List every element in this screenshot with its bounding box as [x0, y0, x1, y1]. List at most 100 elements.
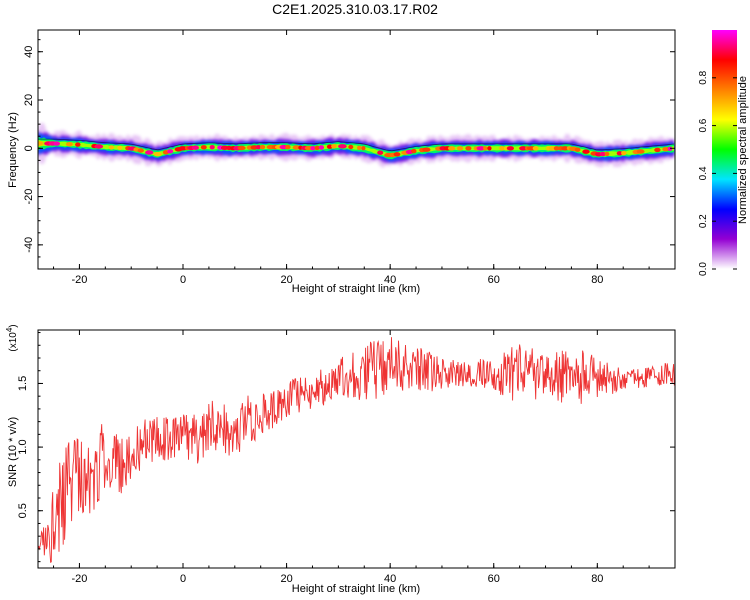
- ridge-peak: [167, 149, 174, 154]
- ridge-peak: [53, 141, 60, 146]
- x-tick-label: 20: [280, 274, 292, 286]
- ridge-peak: [310, 146, 316, 151]
- y-multiplier-close: ): [8, 324, 19, 327]
- ridge-peak: [465, 146, 472, 151]
- x-tick-label: 80: [591, 274, 603, 286]
- ridge-peak: [662, 147, 670, 152]
- ridge-peak: [326, 144, 333, 149]
- snr-x-axis: -20 0 20 40 60 80: [53, 330, 676, 585]
- ridge-peak: [357, 145, 362, 150]
- spectrogram-x-axis: -20 0 20 40 60 80: [53, 30, 676, 286]
- ridge-peak: [582, 149, 590, 154]
- snr-y-label: SNR (10 * v/v): [7, 417, 19, 487]
- ridge-peak: [667, 146, 673, 151]
- ridge-peak: [574, 147, 581, 152]
- ridge-peak: [636, 149, 645, 154]
- ridge-peak: [318, 145, 325, 150]
- ridge-peak: [209, 145, 215, 150]
- ridge-peak: [94, 144, 104, 149]
- snr-panel: -20 0 20 40 60 80 0.5 1.0 1.5 Height of straigh…: [5, 324, 676, 595]
- ridge-peak: [145, 150, 154, 155]
- x-tick-label: 0: [180, 573, 186, 585]
- y-tick-label: 40: [23, 46, 35, 58]
- ridge-peak: [191, 145, 199, 150]
- y-tick-label: 1.5: [17, 376, 29, 391]
- colorbar-tick-label: 0.2: [698, 214, 709, 228]
- ridge-peak: [456, 146, 464, 151]
- ridge-peak: [604, 151, 610, 157]
- ridge-peak: [200, 145, 207, 150]
- x-tick-label: 60: [488, 274, 500, 286]
- ridge-peak: [137, 148, 144, 153]
- ridge-band: [38, 139, 674, 158]
- snr-y-multiplier: (x104): [5, 324, 19, 351]
- ridge-peak: [377, 150, 384, 155]
- ridge-peak: [361, 146, 366, 151]
- ridge-peak: [260, 144, 266, 150]
- colorbar-ticks: 0.0 0.2 0.4 0.6 0.8: [698, 70, 737, 276]
- ridge-peak: [621, 150, 627, 156]
- colorbar-tick-label: 0.8: [698, 70, 709, 84]
- snr-series-line: [38, 337, 675, 564]
- x-tick-label: 20: [280, 573, 292, 585]
- y-tick-label: 0: [23, 145, 35, 151]
- ridge-peak: [292, 145, 300, 150]
- ridge-peak: [411, 148, 417, 154]
- y-multiplier-exponent: 4: [5, 327, 14, 332]
- ridge-peak: [483, 146, 488, 151]
- ridge-peak: [504, 146, 509, 151]
- snr-x-label: Height of straight line (km): [292, 583, 420, 595]
- snr-y-axis: 0.5 1.0 1.5: [17, 332, 675, 563]
- x-tick-label: 80: [591, 573, 603, 585]
- colorbar-tick-label: 0.4: [698, 166, 709, 180]
- ridge-peak: [338, 144, 347, 149]
- ridge-peak: [108, 145, 114, 150]
- y-tick-label: 1.0: [17, 439, 29, 454]
- y-tick-label: 0.5: [17, 503, 29, 518]
- x-tick-label: 40: [384, 274, 396, 286]
- spectrogram-y-label: Frequency (Hz): [7, 112, 19, 188]
- ridge-peak: [519, 146, 527, 151]
- colorbar-label: Normalized spectral amplitude: [737, 76, 749, 224]
- ridge-peak: [476, 146, 486, 151]
- ridge-peak: [285, 144, 291, 150]
- ridge-peak: [153, 152, 162, 157]
- spectrogram-x-label: Height of straight line (km): [292, 283, 420, 295]
- y-tick-label: -40: [23, 237, 35, 253]
- x-tick-label: 60: [488, 573, 500, 585]
- ridge-peak: [447, 146, 456, 151]
- ridge-peak: [599, 151, 606, 157]
- spectrogram-y-axis: -40 -20 0 20 40: [23, 39, 675, 270]
- figure-title: C2E1.2025.310.03.17.R02: [272, 1, 438, 17]
- ridge-peak: [237, 145, 246, 151]
- x-tick-label: 40: [384, 573, 396, 585]
- colorbar-tick-label: 0.0: [698, 262, 709, 276]
- spectrogram-image: [38, 122, 675, 168]
- ridge-peak: [654, 147, 661, 153]
- ridge-peak: [348, 144, 354, 150]
- ridge-peak: [393, 152, 401, 157]
- colorbar-tick-label: 0.6: [698, 118, 709, 132]
- colorbar: 0.0 0.2 0.4 0.6 0.8 Normalized spectral ampl…: [698, 30, 749, 276]
- ridge-peak: [546, 146, 551, 151]
- ridge-peak: [255, 145, 261, 150]
- ridge-edge: [38, 138, 675, 152]
- ridge-peak: [65, 142, 73, 147]
- ridge-peak: [331, 144, 337, 149]
- y-tick-label: 20: [23, 94, 35, 106]
- ridge-peak: [616, 151, 623, 156]
- ridge-peak: [422, 147, 431, 152]
- ridge-peak: [561, 146, 569, 151]
- y-tick-label: -20: [23, 189, 35, 205]
- spectrogram-frame: [37, 29, 676, 270]
- ridge-peak: [75, 142, 81, 147]
- ridge-peak: [499, 146, 505, 151]
- colorbar-gradient: [712, 30, 737, 269]
- ridge-peak: [117, 145, 123, 150]
- snr-frame: [37, 329, 676, 569]
- y-multiplier-base: (x10: [8, 332, 19, 352]
- spectrogram-panel: -20 0 20 40 60 80 -40 -20 0 20 40 Height of strai…: [7, 29, 676, 295]
- x-tick-label: -20: [71, 573, 87, 585]
- x-tick-label: -20: [71, 274, 87, 286]
